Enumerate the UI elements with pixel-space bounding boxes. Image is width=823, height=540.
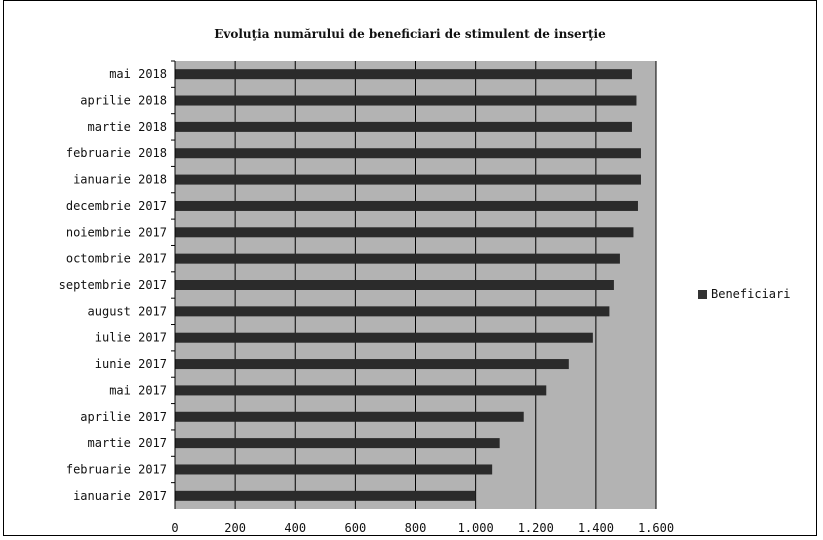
bar [175,490,476,501]
category-label: august 2017 [88,304,167,318]
bar [175,332,593,343]
bars [175,69,641,501]
category-label: februarie 2018 [66,146,167,160]
category-label: februarie 2017 [66,462,167,476]
bar [175,69,632,80]
category-label: noiembrie 2017 [66,225,167,239]
x-tick-label: 800 [405,521,427,535]
category-label: mai 2018 [109,67,167,81]
x-tick-label: 1.000 [458,521,494,535]
bar [175,227,634,238]
x-tick-label: 600 [345,521,367,535]
x-tick-label: 1.400 [578,521,614,535]
category-label: ianuarie 2017 [73,489,167,503]
category-label: septembrie 2017 [59,278,167,292]
category-label: aprilie 2017 [80,410,167,424]
x-tick-label: 400 [284,521,306,535]
bar [175,385,547,396]
legend-swatch [698,289,707,299]
category-label: iulie 2017 [95,331,167,345]
bar [175,174,641,185]
bar [175,438,500,449]
x-tick-label: 1.200 [518,521,554,535]
category-label: octombrie 2017 [66,252,167,266]
bar [175,121,632,132]
bar [175,95,637,106]
category-label: mai 2017 [109,383,167,397]
category-label: aprilie 2018 [80,94,167,108]
bar [175,306,610,317]
x-tick-label: 1.600 [638,521,674,535]
x-tick-label: 200 [224,521,246,535]
legend: Beneficiari [698,287,790,301]
chart-title: Evoluţia numărului de beneficiari de sti… [214,27,606,41]
category-label: martie 2017 [88,436,167,450]
bar [175,464,493,475]
category-label: martie 2018 [88,120,167,134]
x-tick-labels: 0 200 400 600 800 1.000 1.200 1.400 1.600 [171,521,674,535]
category-label: iunie 2017 [95,357,167,371]
category-label: decembrie 2017 [66,199,167,213]
bar [175,280,614,290]
bar [175,148,641,159]
bar [175,359,569,370]
bar [175,253,620,264]
bar [175,200,638,211]
category-label: ianuarie 2018 [73,173,167,187]
category-labels: mai 2018 aprilie 2018 martie 2018 februarie… [59,60,175,503]
x-tick-label: 0 [171,521,178,535]
legend-label: Beneficiari [711,287,791,301]
bar [175,411,524,422]
